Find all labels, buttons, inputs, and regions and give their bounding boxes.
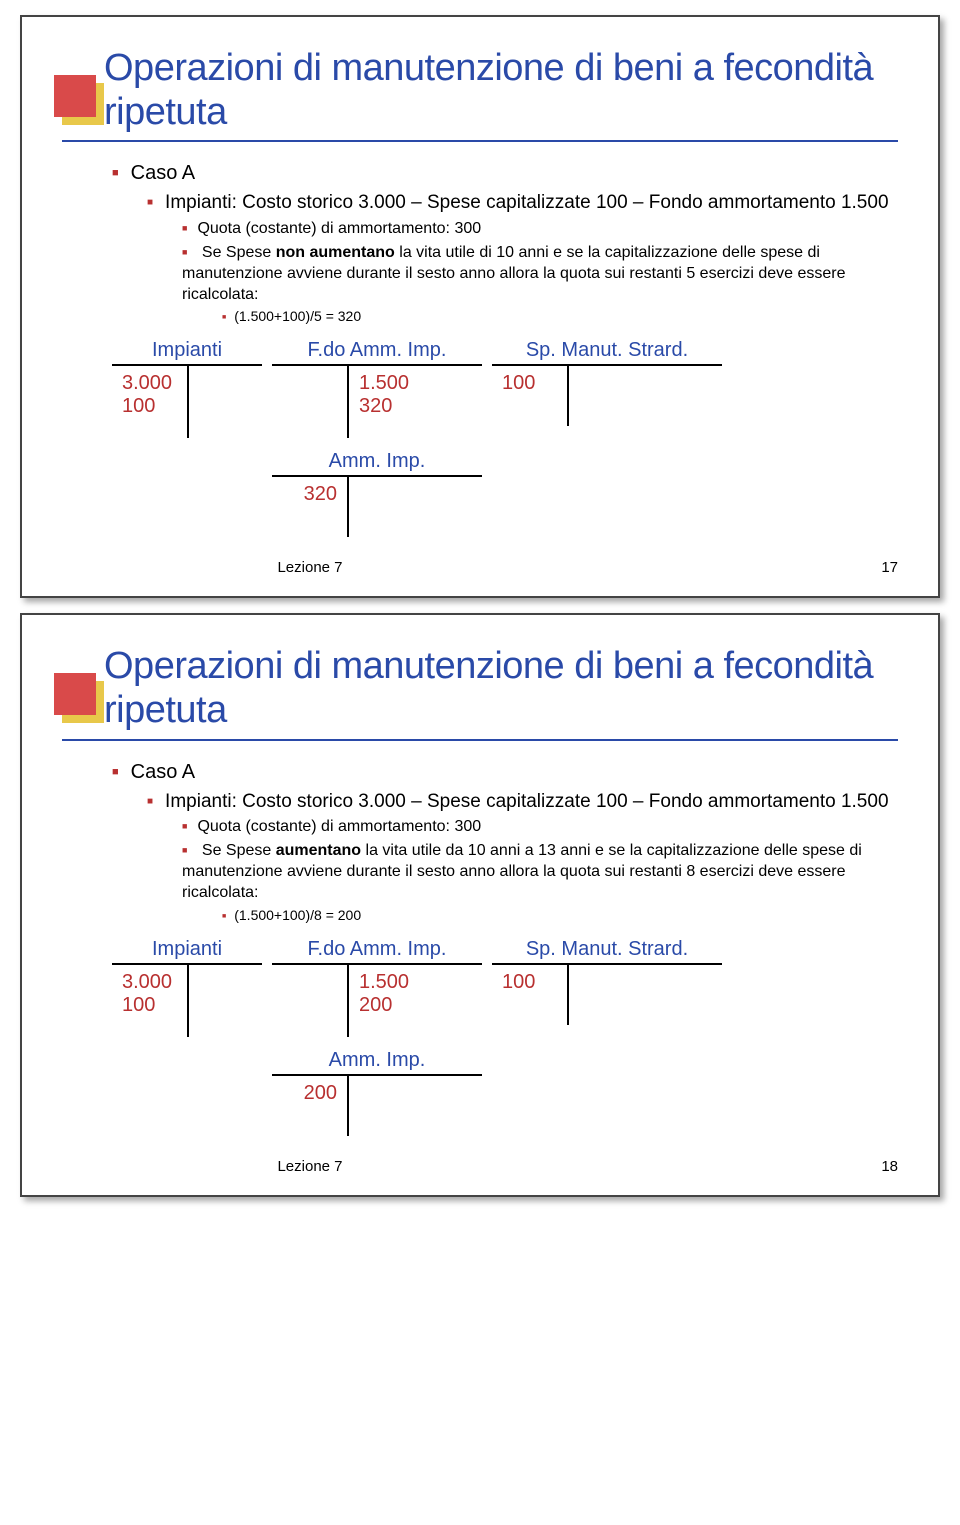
bullet-quota: Quota (costante) di ammortamento: 300 [182,817,898,838]
tacc-fdo-amm: F.do Amm. Imp. 1.500 200 [272,938,482,1037]
val-100b: 100 [502,372,557,395]
val-1500: 1.500 [359,971,412,994]
bullet-calc: (1.500+100)/8 = 200 [222,907,898,923]
bul3b-bold: non aumentano [276,244,395,261]
val-200b: 200 [282,1082,337,1105]
tcol-center: F.do Amm. Imp. 1.500 200 Amm. Imp. 200 [272,938,482,1148]
title-decor-icon [54,673,96,715]
tcol-spmanut: Sp. Manut. Strard. 100 [492,938,722,1148]
title-block: Operazioni di manutenzione di beni a fec… [62,645,898,740]
val-1500: 1.500 [359,372,412,395]
tacc-impianti-debit: 3.000 100 [112,965,187,1037]
slide-footer: Lezione 7 18 [62,1158,898,1175]
footer-page-num: 17 [858,559,898,576]
tacc-spmanut: Sp. Manut. Strard. 100 [492,339,722,426]
t-accounts-row: Impianti 3.000 100 F.do Amm. Imp. 1.500 [112,938,898,1148]
val-200a: 200 [359,994,412,1017]
tacc-amm-debit: 320 [272,477,347,537]
tacc-impianti-debit: 3.000 100 [112,366,187,438]
tacc-fdo-title: F.do Amm. Imp. [272,938,482,961]
bullet-quota: Quota (costante) di ammortamento: 300 [182,219,898,240]
slide-2: Operazioni di manutenzione di beni a fec… [20,613,940,1196]
slide-title: Operazioni di manutenzione di beni a fec… [62,645,898,732]
tacc-fdo-credit: 1.500 320 [347,366,422,438]
tacc-amm-imp: Amm. Imp. 200 [272,1049,482,1136]
slide-1: Operazioni di manutenzione di beni a fec… [20,15,940,598]
bul3b-pre: Se Spese [202,244,276,261]
bullet-spese-cond: Se Spese aumentano la vita utile da 10 a… [182,841,898,903]
footer-label: Lezione 7 [62,1158,558,1175]
title-underline [62,739,898,741]
val-3000: 3.000 [122,971,177,994]
bullet-caso: Caso A [112,761,898,784]
tacc-impianti-title: Impianti [112,938,262,961]
val-100b: 100 [502,971,557,994]
tacc-amm-imp: Amm. Imp. 320 [272,450,482,537]
bullet-impianti-desc: Impianti: Costo storico 3.000 – Spese ca… [147,790,898,814]
tacc-fdo-debit [272,366,347,438]
title-decor-icon [54,75,96,117]
tacc-impianti: Impianti 3.000 100 [112,938,262,1037]
title-block: Operazioni di manutenzione di beni a fec… [62,47,898,142]
tacc-spmanut-debit: 100 [492,366,567,426]
tacc-amm-credit [347,477,422,537]
tacc-impianti: Impianti 3.000 100 [112,339,262,438]
bullet-list: Caso A Impianti: Costo storico 3.000 – S… [62,761,898,923]
tacc-spmanut-title: Sp. Manut. Strard. [492,339,722,362]
slide-title: Operazioni di manutenzione di beni a fec… [62,47,898,134]
footer-label: Lezione 7 [62,559,558,576]
tcol-center: F.do Amm. Imp. 1.500 320 Amm. Imp. 320 [272,339,482,549]
tacc-fdo-debit [272,965,347,1037]
tacc-spmanut: Sp. Manut. Strard. 100 [492,938,722,1025]
val-320b: 320 [282,483,337,506]
tacc-fdo-title: F.do Amm. Imp. [272,339,482,362]
bul3b-bold: aumentano [276,842,361,859]
tacc-impianti-credit [187,965,262,1037]
bullet-spese-cond: Se Spese non aumentano la vita utile di … [182,243,898,305]
slide-footer: Lezione 7 17 [62,559,898,576]
t-accounts-row: Impianti 3.000 100 F.do Amm. Imp. 1.500 [112,339,898,549]
tacc-impianti-credit [187,366,262,438]
val-100: 100 [122,994,177,1017]
tacc-amm-title: Amm. Imp. [272,1049,482,1072]
bullet-calc: (1.500+100)/5 = 320 [222,308,898,324]
title-underline [62,140,898,142]
tacc-amm-title: Amm. Imp. [272,450,482,473]
tacc-amm-credit [347,1076,422,1136]
val-320a: 320 [359,395,412,418]
tacc-spmanut-credit [567,965,642,1025]
tacc-spmanut-debit: 100 [492,965,567,1025]
tcol-spmanut: Sp. Manut. Strard. 100 [492,339,722,549]
tacc-fdo-credit: 1.500 200 [347,965,422,1037]
footer-page-num: 18 [858,1158,898,1175]
bullet-list: Caso A Impianti: Costo storico 3.000 – S… [62,162,898,324]
bul3b-pre: Se Spese [202,842,276,859]
tcol-impianti: Impianti 3.000 100 [112,938,262,1148]
tacc-fdo-amm: F.do Amm. Imp. 1.500 320 [272,339,482,438]
val-100: 100 [122,395,177,418]
tacc-spmanut-credit [567,366,642,426]
bullet-impianti-desc: Impianti: Costo storico 3.000 – Spese ca… [147,191,898,215]
tacc-spmanut-title: Sp. Manut. Strard. [492,938,722,961]
tcol-impianti: Impianti 3.000 100 [112,339,262,549]
tacc-impianti-title: Impianti [112,339,262,362]
tacc-amm-debit: 200 [272,1076,347,1136]
bullet-caso: Caso A [112,162,898,185]
val-3000: 3.000 [122,372,177,395]
